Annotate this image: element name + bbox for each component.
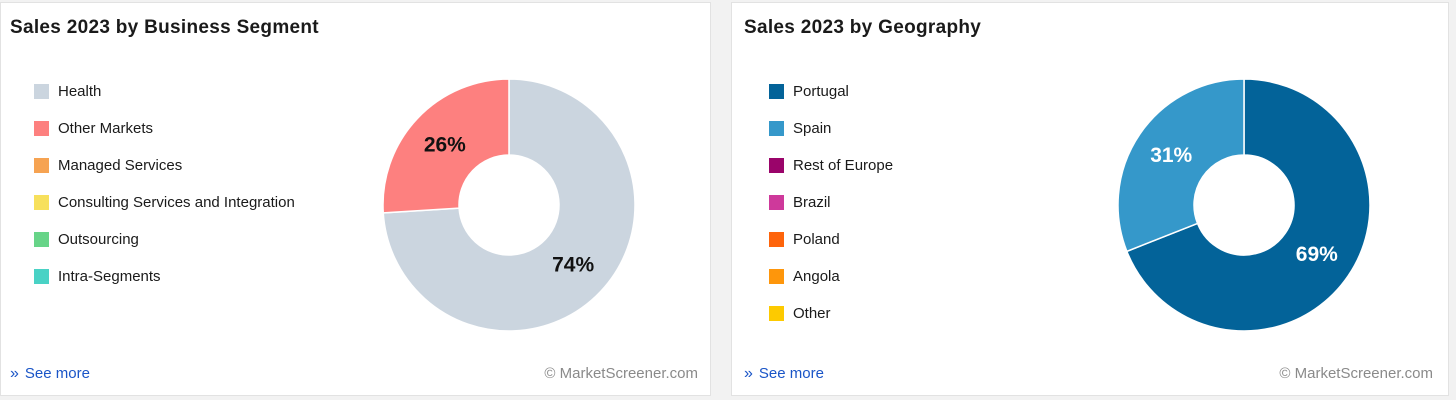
pie-slice[interactable] <box>1125 78 1371 332</box>
copyright: © MarketScreener.com <box>1279 365 1433 382</box>
slice-label: 31% <box>1150 144 1192 167</box>
see-more-link[interactable]: » See more <box>10 365 90 383</box>
donut-chart: 69% 31% <box>1117 78 1371 332</box>
see-more-link[interactable]: » See more <box>744 365 824 383</box>
legend-item[interactable]: Spain <box>769 110 893 147</box>
legend-swatch <box>34 121 49 136</box>
slice-label: 74% <box>552 254 594 277</box>
legend-item[interactable]: Portugal <box>769 73 893 110</box>
legend-swatch <box>769 269 784 284</box>
legend-item[interactable]: Other <box>769 295 893 332</box>
legend-item[interactable]: Poland <box>769 221 893 258</box>
slice-label: 26% <box>424 133 466 156</box>
copyright: © MarketScreener.com <box>544 365 698 382</box>
legend-label: Rest of Europe <box>793 157 894 174</box>
chevron-right-icon: » <box>744 365 753 382</box>
legend-label: Managed Services <box>58 157 183 174</box>
legend-swatch <box>769 232 784 247</box>
legend-swatch <box>34 269 49 284</box>
chart-card-geography: Sales 2023 by Geography Portugal Spain Res… <box>731 2 1449 396</box>
legend-swatch <box>34 232 49 247</box>
legend-swatch <box>769 195 784 210</box>
pie-slice[interactable] <box>1117 78 1245 253</box>
chevron-right-icon: » <box>10 365 19 382</box>
legend-label: Other <box>793 305 831 322</box>
legend-item[interactable]: Other Markets <box>34 110 295 147</box>
legend-item[interactable]: Angola <box>769 258 893 295</box>
pie-slice[interactable] <box>382 78 510 214</box>
legend-label: Poland <box>793 231 840 248</box>
legend-item[interactable]: Health <box>34 73 295 110</box>
legend: Health Other Markets Managed Services Consu… <box>34 73 295 295</box>
see-more-label: See more <box>758 365 824 382</box>
chart-title: Sales 2023 by Geography <box>744 17 982 38</box>
legend-swatch <box>34 84 49 99</box>
legend-label: Spain <box>793 120 832 137</box>
legend-swatch <box>769 84 784 99</box>
legend: Portugal Spain Rest of Europe Brazil Poland A… <box>769 73 893 332</box>
legend-item[interactable]: Outsourcing <box>34 221 295 258</box>
pie-slice[interactable] <box>382 78 636 332</box>
legend-item[interactable]: Consulting Services and Integration <box>34 184 295 221</box>
see-more-label: See more <box>24 365 90 382</box>
legend-swatch <box>769 158 784 173</box>
legend-label: Intra-Segments <box>58 268 161 285</box>
legend-label: Outsourcing <box>58 231 139 248</box>
legend-label: Portugal <box>793 83 849 100</box>
legend-label: Angola <box>793 268 840 285</box>
legend-item[interactable]: Intra-Segments <box>34 258 295 295</box>
legend-label: Brazil <box>793 194 831 211</box>
chart-title: Sales 2023 by Business Segment <box>10 17 319 38</box>
chart-card-business-segment: Sales 2023 by Business Segment Health Oth… <box>0 2 711 396</box>
legend-swatch <box>34 195 49 210</box>
legend-swatch <box>34 158 49 173</box>
legend-item[interactable]: Managed Services <box>34 147 295 184</box>
slice-label: 69% <box>1296 243 1338 266</box>
legend-label: Consulting Services and Integration <box>58 194 295 211</box>
legend-swatch <box>769 121 784 136</box>
donut-chart: 74% 26% <box>382 78 636 332</box>
legend-swatch <box>769 306 784 321</box>
legend-label: Other Markets <box>58 120 154 137</box>
legend-label: Health <box>58 83 102 100</box>
legend-item[interactable]: Rest of Europe <box>769 147 893 184</box>
legend-item[interactable]: Brazil <box>769 184 893 221</box>
